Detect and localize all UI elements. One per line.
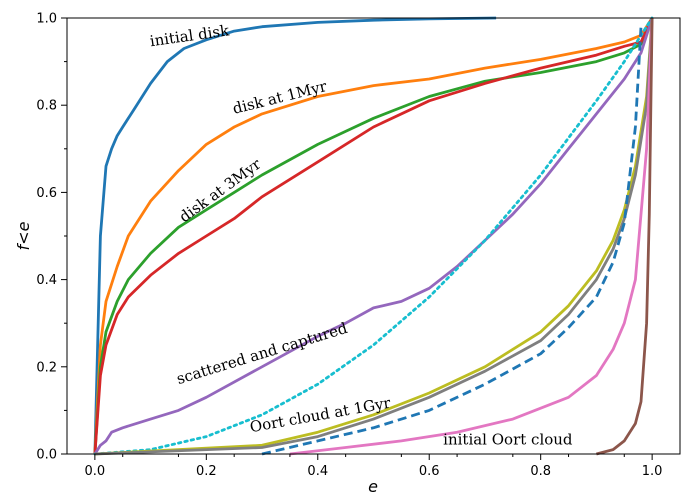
x-tick-label: 1.0 bbox=[642, 464, 663, 479]
x-tick-label: 0.6 bbox=[419, 464, 440, 479]
series-line-2 bbox=[93, 17, 654, 455]
y-tick-label: 0.0 bbox=[36, 448, 57, 463]
x-axis-label: e bbox=[368, 477, 378, 495]
y-tick-label: 0.8 bbox=[36, 99, 57, 114]
series-line-3 bbox=[93, 17, 654, 455]
x-tick-label: 0.2 bbox=[196, 464, 217, 479]
tick-layer: 0.0 0.2 0.4 0.6 0.8 1.0 0.0 0.2 0.4 0.6 0.8 1.0 bbox=[36, 12, 662, 480]
y-tick-label: 0.2 bbox=[36, 360, 57, 375]
x-tick-label: 0.4 bbox=[307, 464, 328, 479]
plot-frame bbox=[66, 17, 681, 455]
series-line-5 bbox=[93, 17, 654, 455]
series-line-4 bbox=[93, 17, 654, 455]
series-line-7 bbox=[94, 17, 654, 456]
series-line-1 bbox=[93, 16, 497, 455]
series-layer bbox=[93, 16, 654, 456]
annotation-6: initial Oort cloud bbox=[443, 430, 573, 448]
y-tick-label: 1.0 bbox=[36, 12, 57, 27]
annotation-5: Oort cloud at 1Gyr bbox=[248, 394, 392, 437]
x-tick-label: 0.8 bbox=[530, 464, 551, 479]
series-line-8 bbox=[94, 17, 654, 456]
y-tick-label: 0.4 bbox=[36, 273, 57, 288]
y-tick-label: 0.6 bbox=[36, 186, 57, 201]
annotation-4: scattered and captured bbox=[174, 319, 350, 388]
y-axis-label: f<e bbox=[14, 221, 33, 250]
series-line-10 bbox=[289, 17, 654, 456]
x-tick-label: 0.0 bbox=[85, 464, 106, 479]
series-line-11 bbox=[596, 17, 654, 456]
series-line-9 bbox=[261, 26, 643, 456]
series-line-6 bbox=[93, 16, 654, 456]
annotation-3: disk at 3Myr bbox=[176, 155, 265, 227]
annotation-2: disk at 1Myr bbox=[231, 77, 330, 118]
